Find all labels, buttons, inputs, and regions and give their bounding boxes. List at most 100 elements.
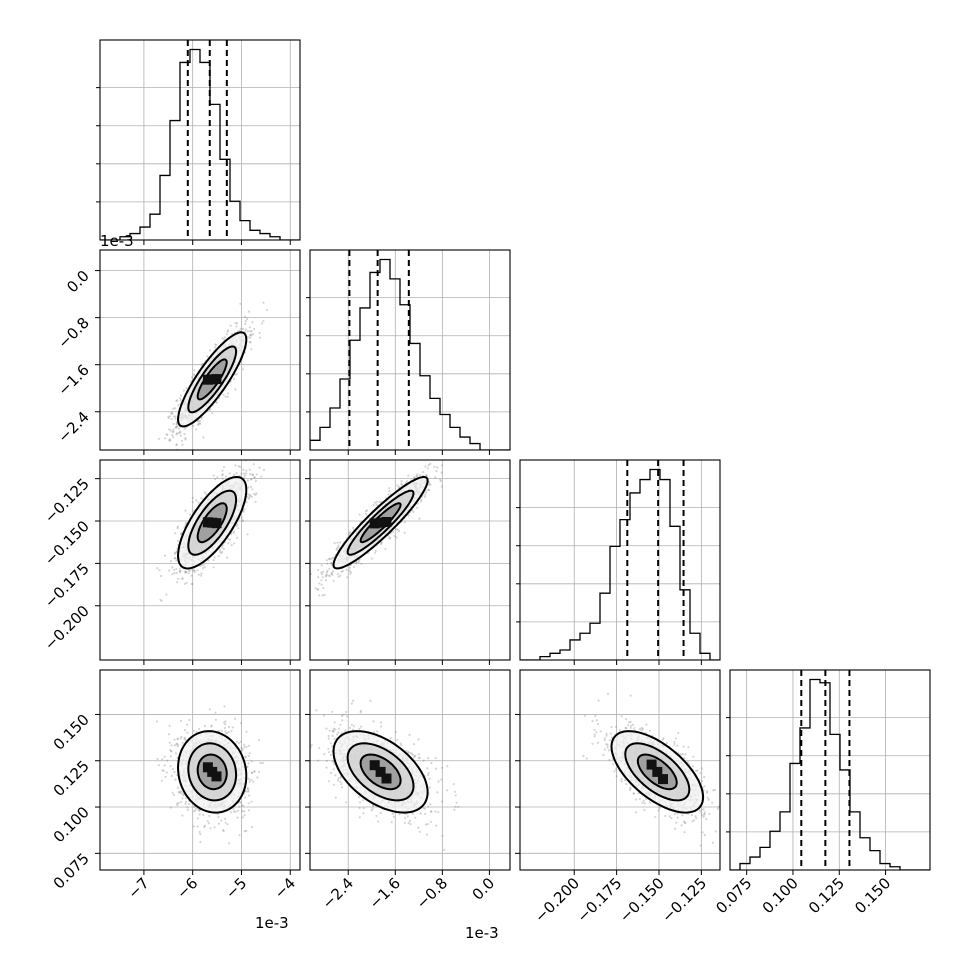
scatter-point xyxy=(174,532,177,535)
scatter-point xyxy=(378,500,381,503)
scatter-point xyxy=(250,478,253,481)
scatter-point xyxy=(336,541,339,544)
scatter-point xyxy=(179,430,182,433)
ytick-label: −0.175 xyxy=(41,559,93,611)
histogram-1 xyxy=(310,258,510,450)
ytick-label: −0.8 xyxy=(54,314,92,352)
scatter-point xyxy=(176,539,179,543)
scatter-point xyxy=(199,422,202,425)
scatter-point xyxy=(197,420,200,423)
scatter-point xyxy=(423,495,427,498)
scatter-point xyxy=(171,573,174,576)
scatter-point xyxy=(243,796,246,799)
scatter-point xyxy=(215,343,218,347)
scatter-point xyxy=(173,557,176,560)
scatter-point xyxy=(169,439,172,442)
scatter-point xyxy=(235,372,238,376)
scatter-point xyxy=(321,594,324,597)
scatter-point xyxy=(244,320,247,323)
scatter-point xyxy=(167,415,170,418)
scatter-point xyxy=(295,611,297,613)
scatter-point xyxy=(176,581,179,584)
scatter-point xyxy=(179,434,182,437)
scatter-point xyxy=(184,437,187,440)
scatter-point xyxy=(249,341,252,344)
scatter-point xyxy=(180,719,183,723)
scatter-point xyxy=(400,480,403,483)
scatter-point xyxy=(251,473,254,476)
scatter-point xyxy=(172,436,175,439)
scatter-point xyxy=(223,721,226,724)
scatter-point xyxy=(224,395,227,398)
scatter-point xyxy=(185,387,188,390)
scatter-point xyxy=(345,568,348,571)
scatter-point xyxy=(187,569,190,572)
scatter-point xyxy=(176,425,179,428)
scatter-point xyxy=(441,464,444,467)
scatter-point xyxy=(235,525,238,528)
scatter-point xyxy=(248,496,251,499)
scatter-point xyxy=(424,465,427,468)
grid-2-0 xyxy=(100,460,300,660)
scatter-point xyxy=(425,474,428,477)
scatter-point xyxy=(165,593,168,596)
scatter-point xyxy=(316,588,319,591)
scatter-point xyxy=(335,547,338,550)
scatter-point xyxy=(208,708,211,711)
scatter-point xyxy=(330,557,333,560)
scatter-point xyxy=(220,552,223,555)
scatter-point xyxy=(241,816,244,819)
scatter-point xyxy=(201,567,205,570)
scatter-point xyxy=(180,394,183,397)
scatter-point xyxy=(211,412,214,415)
scatter-point xyxy=(184,438,187,441)
scatter-point xyxy=(230,544,233,547)
scatter-point xyxy=(333,542,336,545)
scatter-point xyxy=(388,487,391,490)
scatter-point xyxy=(160,599,163,602)
scatter-point xyxy=(247,493,250,496)
scatter-point xyxy=(175,559,178,562)
scatter-point xyxy=(346,576,349,579)
scatter-point xyxy=(387,534,390,538)
scatter-point xyxy=(255,492,258,495)
scatter-point xyxy=(348,569,351,572)
scatter-point xyxy=(403,531,406,534)
scatter-point xyxy=(247,789,250,792)
scatter-point xyxy=(177,801,180,805)
scatter-point xyxy=(175,432,178,435)
scatter-point xyxy=(388,536,392,539)
scatter-point xyxy=(415,475,418,478)
scatter-point xyxy=(200,497,203,500)
scatter-point xyxy=(370,557,374,560)
scatter-point xyxy=(416,473,419,476)
scatter-point xyxy=(175,422,178,425)
scatter-point xyxy=(179,737,182,740)
scatter-point xyxy=(248,752,251,755)
scatter-point xyxy=(250,778,253,781)
scatter-point xyxy=(436,466,439,469)
scatter-point xyxy=(337,575,340,578)
scatter-point xyxy=(178,569,181,573)
scatter-point xyxy=(387,493,390,496)
scatter-point xyxy=(164,554,167,557)
scatter-point xyxy=(180,533,183,536)
scatter-point xyxy=(216,813,219,816)
scatter-point xyxy=(416,475,419,478)
scatter-point xyxy=(331,573,334,576)
scatter-point xyxy=(221,546,224,549)
scatter-point xyxy=(161,758,164,761)
scatter-point xyxy=(253,476,256,479)
scatter-point xyxy=(246,317,249,321)
scatter-point xyxy=(228,472,231,475)
scatter-point xyxy=(221,477,224,480)
scatter-point xyxy=(250,478,253,481)
scatter-point xyxy=(173,571,176,575)
scatter-point xyxy=(262,320,265,323)
scatter-point xyxy=(212,474,215,477)
scatter-point xyxy=(207,559,210,562)
scatter-point xyxy=(158,569,161,572)
scatter-point xyxy=(325,573,328,576)
scatter-point xyxy=(198,813,201,816)
